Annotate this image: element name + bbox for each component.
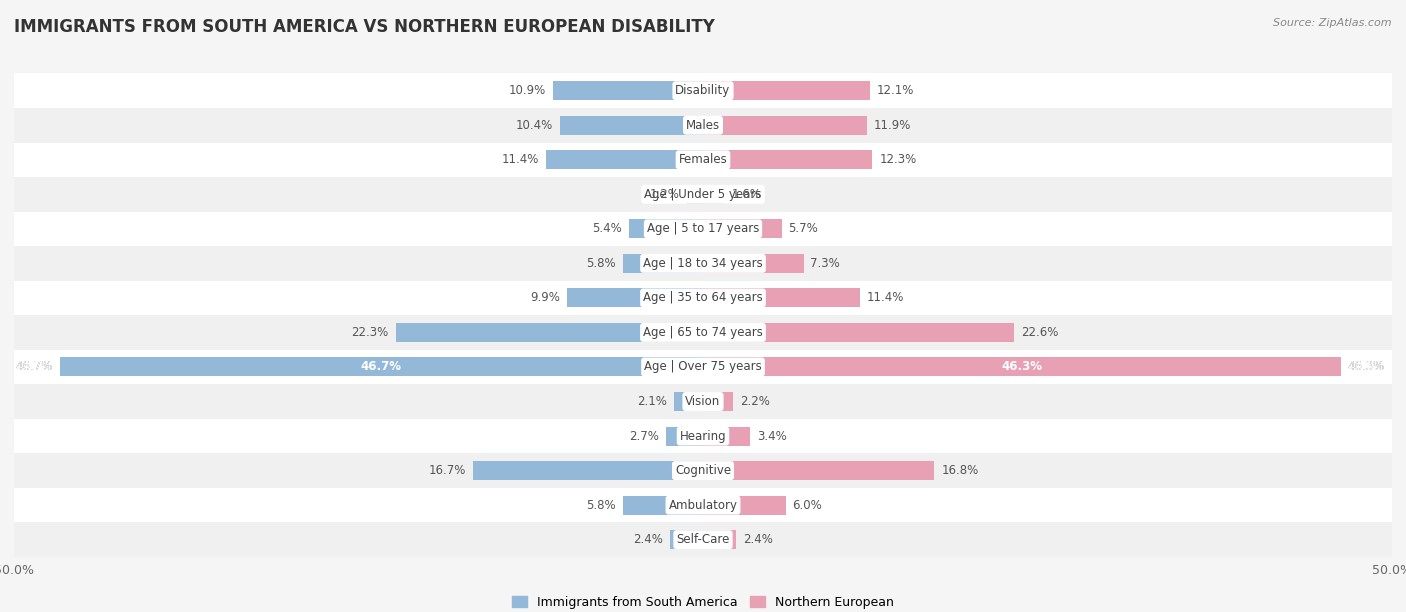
Text: 46.3%: 46.3%: [1348, 360, 1385, 373]
Text: 46.3%: 46.3%: [1001, 360, 1042, 373]
Bar: [14, 523, 1392, 557]
Bar: [59, 357, 703, 376]
Text: 5.7%: 5.7%: [789, 222, 818, 236]
Bar: [546, 151, 703, 170]
Bar: [703, 496, 786, 515]
Text: Cognitive: Cognitive: [675, 464, 731, 477]
Text: 5.4%: 5.4%: [592, 222, 621, 236]
Text: 3.4%: 3.4%: [756, 430, 786, 442]
Bar: [14, 419, 1392, 453]
Text: Age | 65 to 74 years: Age | 65 to 74 years: [643, 326, 763, 339]
Text: 12.3%: 12.3%: [879, 153, 917, 166]
Text: 11.9%: 11.9%: [875, 119, 911, 132]
Text: 6.0%: 6.0%: [793, 499, 823, 512]
Bar: [395, 323, 703, 342]
Text: 46.7%: 46.7%: [15, 360, 52, 373]
Text: 46.7%: 46.7%: [15, 360, 52, 373]
Bar: [472, 461, 703, 480]
Text: Age | 18 to 34 years: Age | 18 to 34 years: [643, 257, 763, 270]
Text: 9.9%: 9.9%: [530, 291, 560, 304]
Text: 1.2%: 1.2%: [650, 188, 679, 201]
Text: 11.4%: 11.4%: [502, 153, 538, 166]
Bar: [703, 427, 749, 446]
Bar: [703, 323, 1014, 342]
Text: Self-Care: Self-Care: [676, 533, 730, 546]
Legend: Immigrants from South America, Northern European: Immigrants from South America, Northern …: [512, 595, 894, 609]
Bar: [628, 219, 703, 238]
Bar: [14, 73, 1392, 108]
Text: 2.2%: 2.2%: [740, 395, 770, 408]
Bar: [14, 384, 1392, 419]
Bar: [14, 281, 1392, 315]
Bar: [560, 116, 703, 135]
Text: 46.3%: 46.3%: [1348, 360, 1385, 373]
Text: 16.8%: 16.8%: [942, 464, 979, 477]
Text: Hearing: Hearing: [679, 430, 727, 442]
Text: Disability: Disability: [675, 84, 731, 97]
Text: Males: Males: [686, 119, 720, 132]
Text: 22.6%: 22.6%: [1021, 326, 1059, 339]
Bar: [14, 488, 1392, 523]
Text: 46.7%: 46.7%: [361, 360, 402, 373]
Bar: [14, 212, 1392, 246]
Bar: [14, 349, 1392, 384]
Text: 12.1%: 12.1%: [876, 84, 914, 97]
Text: 7.3%: 7.3%: [810, 257, 841, 270]
Text: Age | 5 to 17 years: Age | 5 to 17 years: [647, 222, 759, 236]
Text: Age | Over 75 years: Age | Over 75 years: [644, 360, 762, 373]
Text: 5.8%: 5.8%: [586, 499, 616, 512]
Bar: [703, 530, 737, 549]
Bar: [14, 246, 1392, 281]
Bar: [703, 116, 868, 135]
Bar: [14, 453, 1392, 488]
Bar: [703, 461, 935, 480]
Text: 5.8%: 5.8%: [586, 257, 616, 270]
Text: 10.9%: 10.9%: [509, 84, 546, 97]
Text: 2.7%: 2.7%: [628, 430, 659, 442]
Bar: [567, 288, 703, 307]
Text: 1.6%: 1.6%: [733, 188, 762, 201]
Bar: [623, 254, 703, 273]
Text: 22.3%: 22.3%: [352, 326, 389, 339]
Bar: [14, 315, 1392, 349]
Bar: [703, 357, 1341, 376]
Bar: [686, 185, 703, 204]
Bar: [703, 81, 870, 100]
Bar: [703, 254, 804, 273]
Text: Females: Females: [679, 153, 727, 166]
Text: 10.4%: 10.4%: [516, 119, 553, 132]
Bar: [703, 219, 782, 238]
Text: Age | 35 to 64 years: Age | 35 to 64 years: [643, 291, 763, 304]
Bar: [14, 143, 1392, 177]
Text: 2.1%: 2.1%: [637, 395, 668, 408]
Bar: [553, 81, 703, 100]
Text: Age | Under 5 years: Age | Under 5 years: [644, 188, 762, 201]
Bar: [666, 427, 703, 446]
Text: Source: ZipAtlas.com: Source: ZipAtlas.com: [1274, 18, 1392, 28]
Bar: [703, 185, 725, 204]
Text: Vision: Vision: [685, 395, 721, 408]
Text: 16.7%: 16.7%: [429, 464, 465, 477]
Text: Ambulatory: Ambulatory: [668, 499, 738, 512]
Text: 11.4%: 11.4%: [868, 291, 904, 304]
Text: 2.4%: 2.4%: [742, 533, 773, 546]
Text: 2.4%: 2.4%: [633, 533, 664, 546]
Bar: [673, 392, 703, 411]
Bar: [14, 177, 1392, 212]
Bar: [703, 392, 734, 411]
Bar: [669, 530, 703, 549]
Bar: [14, 108, 1392, 143]
Bar: [703, 151, 873, 170]
Text: IMMIGRANTS FROM SOUTH AMERICA VS NORTHERN EUROPEAN DISABILITY: IMMIGRANTS FROM SOUTH AMERICA VS NORTHER…: [14, 18, 714, 36]
Bar: [703, 288, 860, 307]
Bar: [623, 496, 703, 515]
